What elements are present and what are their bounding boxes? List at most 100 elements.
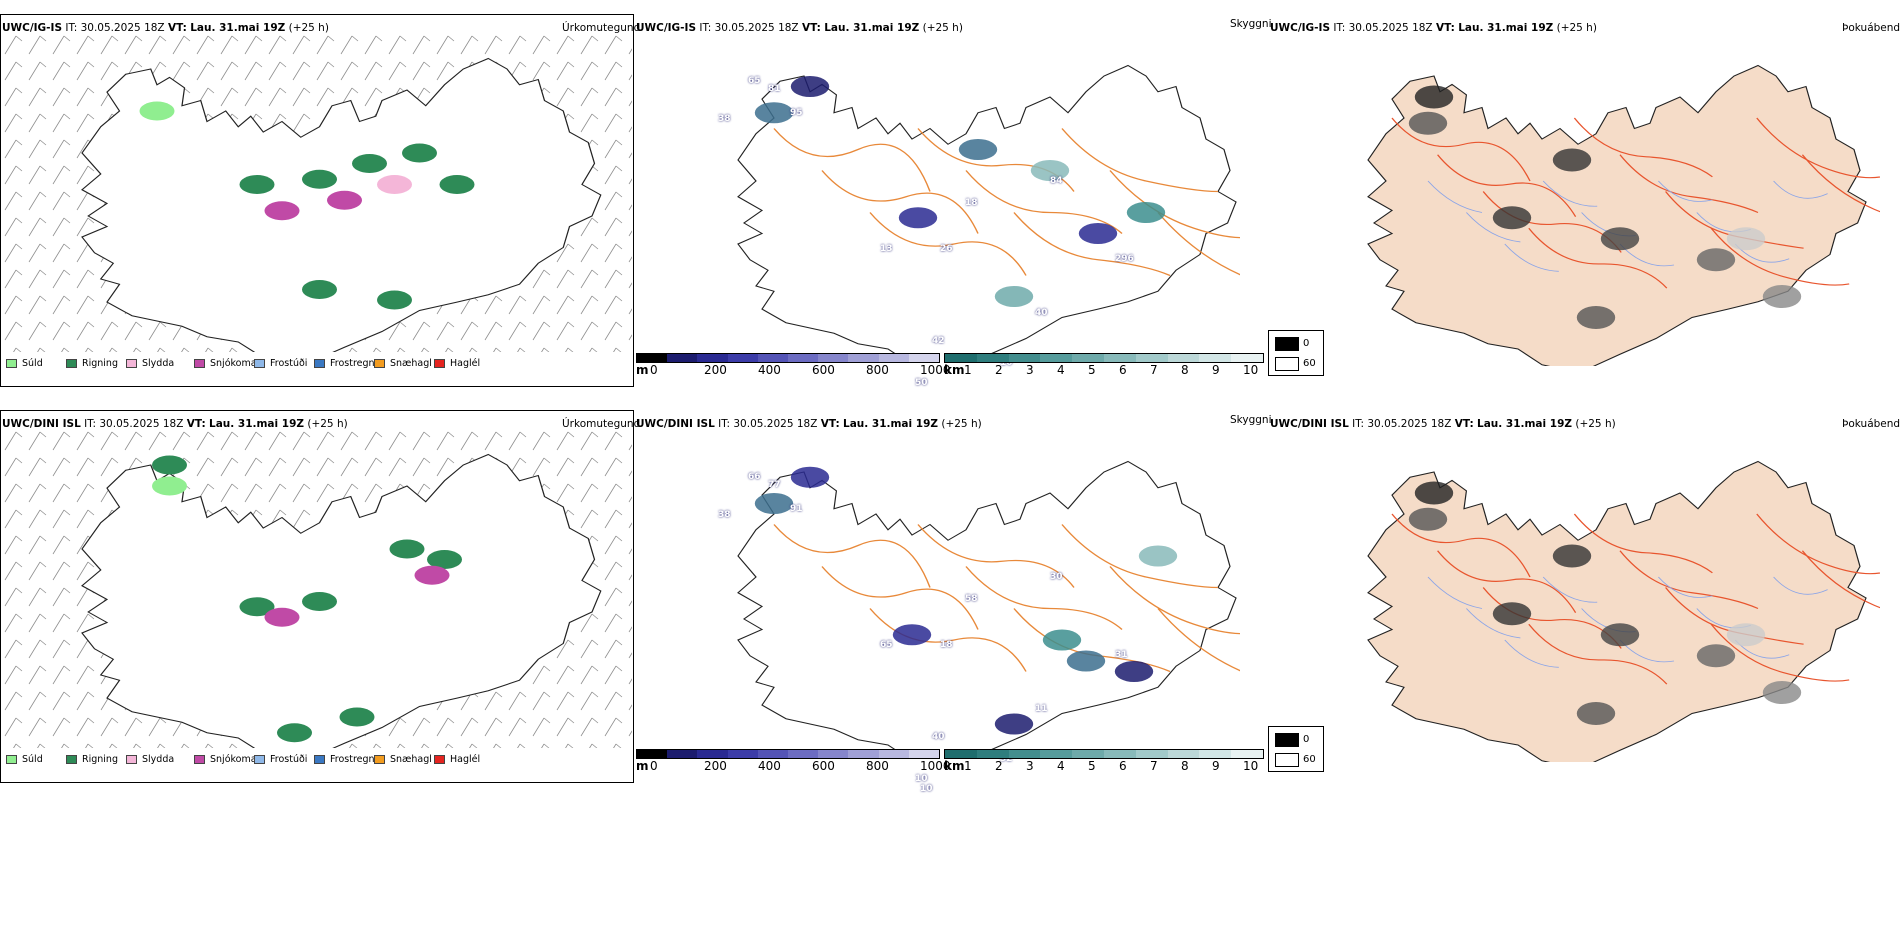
panel-header: UWC/DINI ISL IT: 30.05.2025 18Z VT: Lau.… bbox=[1270, 418, 1616, 430]
road-line bbox=[1157, 608, 1240, 672]
precip-map bbox=[2, 428, 632, 748]
legend-item: Snjókoma bbox=[194, 358, 257, 369]
legend-label: Rigning bbox=[82, 358, 118, 369]
precip-area bbox=[327, 190, 362, 210]
visibility-colorbar: km 1 2 3 4 5 6 7 8 9 10 bbox=[944, 749, 1264, 779]
road-line bbox=[1528, 227, 1668, 289]
river-line bbox=[1658, 180, 1713, 202]
colorbar-tick: 5 bbox=[1088, 363, 1096, 377]
panel-header: UWC/DINI ISL IT: 30.05.2025 18Z VT: Lau.… bbox=[636, 418, 982, 430]
fog-area bbox=[1726, 227, 1766, 251]
precip-area bbox=[239, 175, 275, 194]
it-label: IT: bbox=[84, 418, 97, 430]
precip-area bbox=[302, 592, 337, 611]
precip-area bbox=[277, 723, 312, 743]
cloud-height-colorbar: m 0 200 400 600 800 1000 bbox=[636, 749, 951, 779]
legend-label: Frostúði bbox=[270, 754, 308, 765]
legend-label: Frostregn bbox=[330, 358, 375, 369]
legend-label: Snæhagl bbox=[390, 358, 432, 369]
land-area bbox=[1367, 64, 1867, 366]
cloud-base-label: 18 bbox=[965, 198, 978, 208]
fog-area bbox=[1726, 623, 1766, 647]
road-line bbox=[1573, 117, 1713, 178]
road-line bbox=[1528, 623, 1668, 685]
fog-area bbox=[1576, 701, 1616, 726]
it-value: 30.05.2025 18Z bbox=[714, 22, 799, 34]
legend-swatch bbox=[314, 755, 325, 764]
forecast-row: UWC/IG-IS IT: 30.05.2025 18Z VT: Lau. 31… bbox=[0, 0, 1900, 396]
legend-label: Frostregn bbox=[330, 754, 375, 765]
legend-item: Rigning bbox=[66, 754, 118, 765]
road-line bbox=[1109, 170, 1240, 239]
coastline bbox=[737, 460, 1237, 752]
legend-item: Snjókoma bbox=[194, 754, 257, 765]
cloud-base-label: 65 bbox=[880, 640, 893, 650]
legend-swatch bbox=[314, 359, 325, 368]
precip-area bbox=[239, 597, 275, 617]
legend-swatch bbox=[194, 359, 205, 368]
fog-key-label: 60 bbox=[1303, 358, 1316, 369]
cloud-base-label: 77 bbox=[768, 480, 781, 490]
precip-area bbox=[414, 565, 450, 585]
land-area bbox=[1367, 460, 1867, 762]
precip-area bbox=[264, 201, 300, 221]
river-line bbox=[1773, 180, 1828, 199]
cloud-base-label: 38 bbox=[718, 114, 731, 124]
fog-area bbox=[1408, 507, 1448, 531]
road-line bbox=[1061, 524, 1219, 589]
fog-key-swatch bbox=[1275, 357, 1299, 371]
legend-swatch bbox=[66, 359, 77, 368]
panel-header: UWC/IG-IS IT: 30.05.2025 18Z VT: Lau. 31… bbox=[2, 22, 329, 34]
river-line bbox=[1542, 180, 1598, 207]
fog-area bbox=[1600, 623, 1640, 647]
cloud-base-label: 66 bbox=[748, 472, 761, 482]
legend-swatch bbox=[374, 359, 385, 368]
precip-area bbox=[152, 455, 187, 475]
cloud-area bbox=[958, 139, 998, 160]
cloud-base-label: 296 bbox=[1115, 254, 1134, 264]
colorbar-strip bbox=[636, 749, 940, 759]
cloud-area bbox=[898, 207, 938, 229]
cloud-base-label: 26 bbox=[940, 244, 953, 254]
model-name: UWC/IG-IS bbox=[2, 22, 63, 34]
vt-label: VT: bbox=[186, 418, 206, 430]
road-line bbox=[1619, 154, 1759, 214]
precip-map bbox=[2, 32, 632, 352]
colorbar-tick: 4 bbox=[1057, 759, 1065, 773]
road-line bbox=[1756, 117, 1880, 179]
panel-title: Skyggni bbox=[1230, 18, 1272, 30]
panel-title: Úrkomutegund bbox=[562, 22, 641, 34]
fog-index-key: 0 60 bbox=[1268, 726, 1324, 772]
colorbar-tick: 1 bbox=[964, 759, 972, 773]
cloud-base-label: 91 bbox=[790, 504, 803, 514]
road-line bbox=[1391, 513, 1531, 578]
cloud-area bbox=[1078, 222, 1118, 244]
river-line bbox=[1773, 576, 1828, 595]
road-line bbox=[1710, 623, 1850, 682]
fog-area bbox=[1414, 85, 1454, 109]
cloud-area bbox=[1126, 202, 1166, 223]
road-line bbox=[1801, 550, 1880, 609]
legend-label: Slydda bbox=[142, 754, 175, 765]
panel-title: Þokuábendi bbox=[1842, 22, 1900, 34]
fog-key-swatch bbox=[1275, 337, 1299, 351]
cloud-base-label: 58 bbox=[965, 594, 978, 604]
fog-key-swatch bbox=[1275, 733, 1299, 747]
road-line bbox=[1109, 566, 1240, 635]
cloud-area bbox=[790, 466, 830, 488]
colorbar-strip bbox=[944, 353, 1264, 363]
colorbar-tick: 6 bbox=[1119, 759, 1127, 773]
cloud-base-label: 40 bbox=[932, 732, 945, 742]
model-name: UWC/DINI ISL bbox=[636, 418, 715, 430]
fog-area bbox=[1552, 148, 1592, 172]
panel-header: UWC/DINI ISL IT: 30.05.2025 18Z VT: Lau.… bbox=[2, 418, 348, 430]
legend-item: Súld bbox=[6, 754, 43, 765]
legend-label: Haglél bbox=[450, 358, 481, 369]
model-name: UWC/DINI ISL bbox=[2, 418, 81, 430]
cloud-area bbox=[994, 713, 1034, 735]
precip-area bbox=[427, 550, 462, 569]
fog-area bbox=[1696, 248, 1736, 272]
road-line bbox=[1437, 154, 1577, 217]
colorbar-tick: 3 bbox=[1026, 363, 1034, 377]
it-value: 30.05.2025 18Z bbox=[80, 22, 165, 34]
